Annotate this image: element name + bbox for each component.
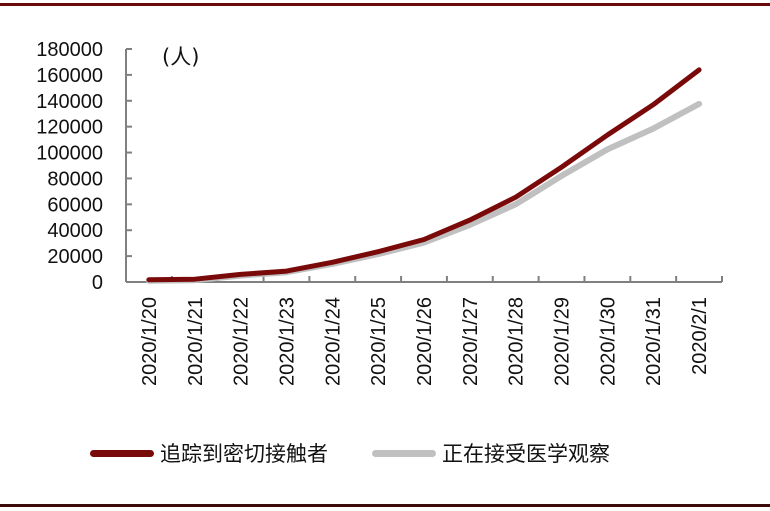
series-layer bbox=[145, 67, 703, 284]
x-tick-label: 2020/1/20 bbox=[139, 297, 161, 386]
legend-swatch-grey bbox=[372, 449, 436, 457]
legend-item-under-observation: 正在接受医学观察 bbox=[372, 438, 610, 468]
x-tick-label: 2020/1/22 bbox=[231, 297, 253, 386]
legend-swatch-dark-red bbox=[90, 449, 154, 457]
y-tick-label: 60000 bbox=[47, 194, 103, 216]
y-tick-label: 120000 bbox=[36, 117, 103, 139]
x-tick-label: 2020/1/30 bbox=[597, 297, 619, 386]
x-tick-label: 2020/2/1 bbox=[689, 297, 711, 375]
x-tick-label: 2020/1/28 bbox=[506, 297, 528, 386]
y-tick-label: 140000 bbox=[36, 91, 103, 113]
top-border bbox=[0, 3, 770, 6]
x-tick-label: 2020/1/27 bbox=[460, 297, 482, 386]
x-tick-label: 2020/1/29 bbox=[552, 297, 574, 386]
legend-item-close-contacts: 追踪到密切接触者 bbox=[90, 438, 328, 468]
x-tick-label: 2020/1/21 bbox=[185, 297, 207, 386]
y-tick-label: 20000 bbox=[47, 246, 103, 268]
legend-label: 正在接受医学观察 bbox=[442, 442, 610, 466]
y-tick-label: 180000 bbox=[36, 39, 103, 61]
y-tick-label: 0 bbox=[92, 272, 103, 294]
x-tick-label: 2020/1/31 bbox=[643, 297, 665, 386]
y-tick-label: 40000 bbox=[47, 220, 103, 242]
x-tick-label: 2020/1/26 bbox=[414, 297, 436, 386]
unit-label: (人) bbox=[162, 45, 199, 69]
y-axis: 0 20000 40000 60000 80000 100000 120000 140000 1… bbox=[36, 39, 132, 294]
y-tick-label: 160000 bbox=[36, 65, 103, 87]
bottom-border bbox=[0, 504, 770, 507]
legend-label: 追踪到密切接触者 bbox=[160, 442, 328, 466]
x-axis: 2020/1/20 2020/1/21 2020/1/22 2020/1/23 2020… bbox=[125, 276, 723, 386]
x-tick-label: 2020/1/25 bbox=[368, 297, 390, 386]
y-tick-label: 100000 bbox=[36, 143, 103, 165]
x-tick-label: 2020/1/24 bbox=[322, 297, 344, 386]
series-close-contacts-line bbox=[146, 67, 702, 283]
y-tick-label: 80000 bbox=[47, 168, 103, 190]
legend: 追踪到密切接触者 正在接受医学观察 bbox=[90, 438, 654, 468]
x-tick-label: 2020/1/23 bbox=[276, 297, 298, 386]
